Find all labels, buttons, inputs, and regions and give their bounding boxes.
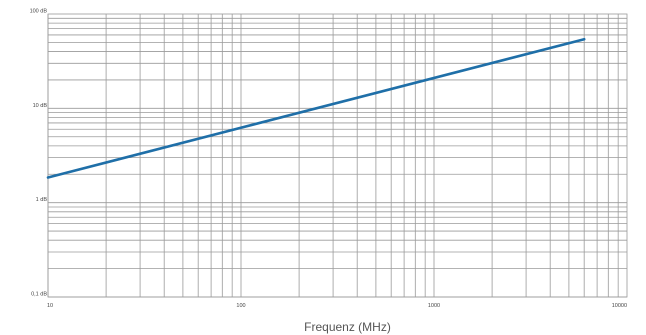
y-tick-labels: 0,1 dB 1 dB 10 dB 100 dB <box>30 9 48 298</box>
x-tick-label: 100 <box>236 303 245 309</box>
series-line <box>46 37 586 179</box>
y-tick-label: 100 dB <box>30 9 48 15</box>
x-tick-label: 1000 <box>428 303 440 309</box>
x-tick-label: 10000 <box>612 303 627 309</box>
x-tick-label: 10 <box>47 303 53 309</box>
x-axis-label: Frequenz (MHz) <box>304 320 391 334</box>
x-tick-labels: 10 100 1000 10000 <box>47 303 627 309</box>
y-tick-label: 10 dB <box>33 103 48 109</box>
plot-frame <box>47 13 628 298</box>
y-tick-label: 1 dB <box>36 197 48 203</box>
y-tick-label: 0,1 dB <box>31 292 47 298</box>
grid <box>47 14 627 298</box>
series-layer <box>46 37 586 179</box>
